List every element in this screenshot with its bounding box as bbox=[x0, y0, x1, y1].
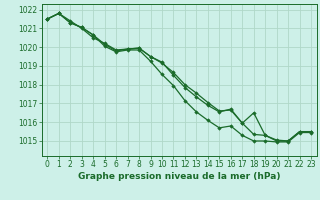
X-axis label: Graphe pression niveau de la mer (hPa): Graphe pression niveau de la mer (hPa) bbox=[78, 172, 280, 181]
